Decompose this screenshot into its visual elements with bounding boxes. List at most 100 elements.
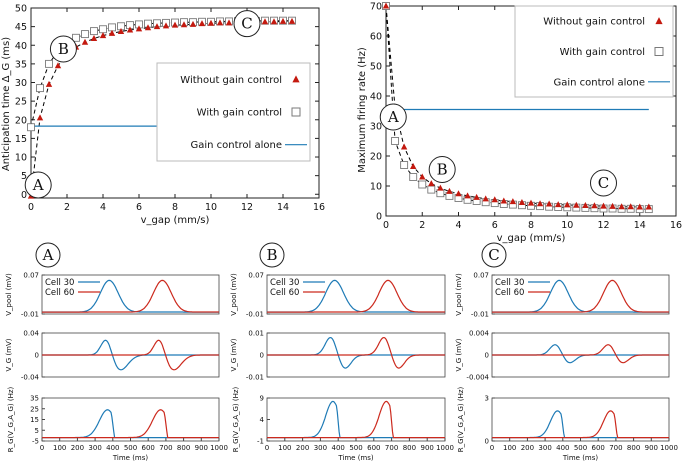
triangle-point <box>518 199 526 205</box>
row-axis-title: V_pool (mV) <box>5 273 13 316</box>
triangle-point <box>473 193 480 200</box>
annotation-circle <box>233 10 261 38</box>
y-axis-title: Anticipation time Δ_G (ms) <box>1 37 12 171</box>
triangle-point <box>636 203 643 210</box>
triangle-point <box>144 24 152 31</box>
x-tick-label: 100 <box>53 444 66 452</box>
triangle-point <box>500 197 508 204</box>
legend-label: With gain control <box>560 47 645 58</box>
triangle-point <box>591 202 598 209</box>
triangle-point <box>288 17 296 24</box>
triangle-point <box>189 20 197 27</box>
y-tick-label: 30 <box>15 78 27 89</box>
square-point <box>427 185 436 194</box>
cell-60-trace <box>492 344 669 364</box>
x-tick-label: 500 <box>574 444 587 452</box>
y-tick-label: 0 <box>35 352 39 360</box>
triangle-point <box>573 201 580 208</box>
y-tick-label: 0.07 <box>473 272 489 280</box>
y-tick-label: 45 <box>15 22 27 33</box>
triangle-point <box>627 203 634 210</box>
row-axis-title: V_G (mV) <box>230 338 238 371</box>
triangle-point <box>491 196 498 203</box>
y-tick-label: 3 <box>485 395 489 403</box>
y-tick-label: 0.01 <box>248 330 264 338</box>
triangle-point <box>225 19 233 26</box>
triangle-point <box>545 200 553 207</box>
x-tick-label: 300 <box>314 444 327 452</box>
triangle-point <box>117 27 125 34</box>
triangle-point <box>261 18 269 25</box>
row-axis-title: V_G (mV) <box>455 338 463 371</box>
square-point <box>27 123 35 132</box>
x-tick-label: 900 <box>421 444 434 452</box>
square-point <box>99 25 107 34</box>
y-tick-label: 0 <box>376 212 382 223</box>
square-point <box>36 84 44 93</box>
triangle-point <box>216 19 224 26</box>
square-point <box>45 59 53 68</box>
y-tick-label: 20 <box>370 152 382 163</box>
cell-60-trace <box>267 279 445 313</box>
square-point <box>400 161 409 169</box>
x-tick-label: 500 <box>349 444 362 452</box>
annotation-label: C <box>241 15 252 33</box>
triangle-point <box>455 190 462 197</box>
square-point <box>90 27 98 36</box>
row-axis-title: R_G(V_G,A_G) (Hz) <box>7 386 15 452</box>
annotation-circle <box>379 103 407 131</box>
triangle-point <box>45 80 53 87</box>
triangle-point <box>419 173 426 180</box>
y-tick-label: 0.07 <box>23 272 39 280</box>
x-tick-label: 12 <box>597 220 609 231</box>
legend-box <box>156 62 311 162</box>
annotation-circle <box>590 169 617 197</box>
y-tick-label: -1 <box>257 438 264 446</box>
triangle-point <box>270 18 278 25</box>
row-axis-title: V_pool (mV) <box>230 273 238 316</box>
row-axis-title: V_pool (mV) <box>455 273 463 316</box>
legend-box <box>514 5 674 98</box>
x-tick-label: 700 <box>159 444 172 452</box>
x-tick-label: 4 <box>100 202 106 213</box>
trace-legend-label: Cell 60 <box>495 288 524 298</box>
triangle-point <box>171 21 179 28</box>
annotation-label: B <box>58 40 69 58</box>
x-tick-label: 0 <box>40 444 44 452</box>
trace-frame <box>266 397 446 442</box>
legend-square-marker <box>291 107 301 117</box>
trace-legend-label: Cell 30 <box>495 278 524 288</box>
x-tick-label: 600 <box>592 444 605 452</box>
annotation-circle <box>428 156 456 183</box>
legend-label: Without gain control <box>180 75 282 86</box>
trace-legend-label: Cell 30 <box>270 278 299 288</box>
x-axis-title: Time (ms) <box>337 454 374 462</box>
x-tick-label: 200 <box>296 444 309 452</box>
x-tick-label: 2 <box>419 220 425 231</box>
x-tick-label: 100 <box>278 444 291 452</box>
x-tick-label: 700 <box>609 444 622 452</box>
column-circle <box>481 242 507 268</box>
x-tick-label: 8 <box>172 202 178 213</box>
y-tick-label: 15 <box>30 416 39 424</box>
legend-label: Gain control alone <box>190 140 282 151</box>
triangle-point <box>382 2 390 9</box>
trace-frame <box>491 274 670 315</box>
x-tick-label: 400 <box>106 444 119 452</box>
triangle-point <box>609 202 616 209</box>
x-tick-label: 900 <box>645 444 658 452</box>
y-tick-label: 10 <box>370 182 382 193</box>
cell-60-trace <box>42 409 219 439</box>
triangle-point <box>126 26 134 33</box>
y-tick-label: 50 <box>15 4 27 15</box>
cell-60-trace <box>42 279 219 313</box>
y-tick-label: 35 <box>15 59 27 70</box>
x-tick-label: 14 <box>277 202 289 213</box>
x-tick-label: 0 <box>383 220 389 231</box>
y-tick-label: 25 <box>15 97 27 108</box>
triangle-point <box>108 29 116 36</box>
cell-60-trace <box>492 279 669 313</box>
